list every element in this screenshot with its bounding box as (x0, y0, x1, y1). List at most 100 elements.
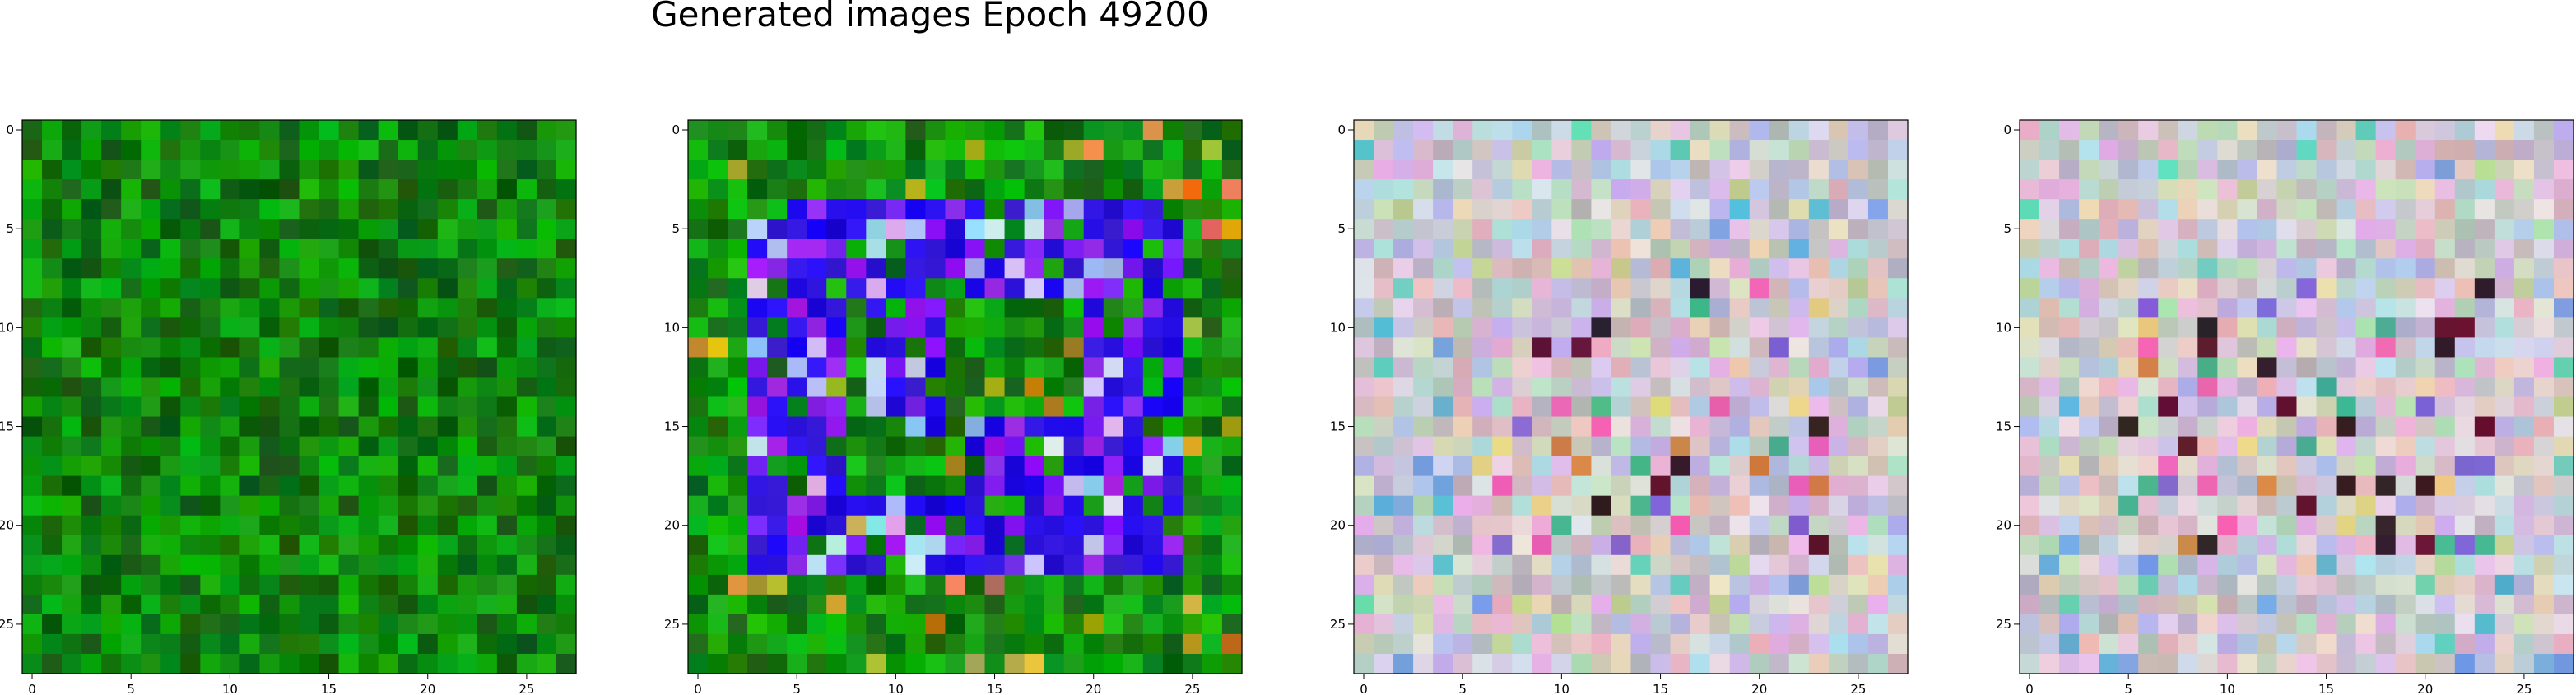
y-tick-label: 0 (2003, 123, 2011, 137)
pixel-cell (2415, 298, 2436, 318)
pixel-cell (1769, 219, 1790, 239)
pixel-cell (1453, 456, 1473, 477)
pixel-cell (1670, 317, 1691, 338)
pixel-cell (1354, 475, 1374, 497)
pixel-cell (437, 377, 458, 398)
pixel-cell (1162, 160, 1183, 180)
pixel-cell (22, 535, 43, 556)
pixel-cell (2375, 515, 2397, 536)
pixel-cell (2178, 199, 2198, 220)
pixel-cell (2257, 653, 2278, 674)
pixel-cell (239, 239, 261, 259)
pixel-cell (1123, 298, 1144, 318)
pixel-cell (866, 219, 886, 239)
pixel-cell (728, 535, 748, 556)
pixel-cell (180, 475, 201, 497)
pixel-cell (1532, 594, 1552, 615)
pixel-cell (437, 239, 458, 259)
pixel-cell (2434, 219, 2456, 239)
pixel-cell (1182, 614, 1203, 635)
pixel-cell (1063, 317, 1085, 338)
pixel-cell (1729, 436, 1751, 457)
x-tick-label: 15 (1653, 682, 1668, 695)
pixel-cell (319, 258, 340, 279)
pixel-cell (2020, 396, 2040, 418)
pixel-cell (1867, 554, 1889, 576)
pixel-cell (398, 160, 419, 180)
pixel-cell (141, 317, 161, 338)
pixel-cell (1472, 219, 1493, 239)
pixel-cell (826, 594, 847, 615)
pixel-cell (2474, 416, 2495, 438)
pixel-cell (708, 633, 728, 655)
pixel-cell (1591, 239, 1612, 259)
pixel-cell (1591, 179, 1612, 200)
pixel-cell (2257, 357, 2278, 378)
pixel-cell (2494, 179, 2515, 200)
pixel-cell (2395, 278, 2416, 299)
pixel-cell (2138, 239, 2159, 259)
pixel-cell (1063, 239, 1085, 259)
pixel-cell (1512, 199, 1532, 220)
y-tick-label: 10 (1330, 320, 1346, 335)
pixel-cell (417, 396, 439, 418)
pixel-cell (200, 574, 221, 595)
pixel-cell (180, 377, 201, 398)
pixel-cell (2553, 357, 2574, 378)
pixel-cell (1083, 614, 1104, 635)
pixel-cell (338, 515, 360, 536)
pixel-cell (1670, 515, 1691, 536)
pixel-cell (984, 535, 1006, 556)
pixel-cell (767, 456, 788, 477)
y-tick-label: 20 (664, 518, 680, 533)
pixel-cell (1670, 278, 1691, 299)
pixel-cell (1670, 416, 1691, 438)
pixel-cell (2415, 337, 2436, 359)
pixel-cell (1103, 614, 1124, 635)
pixel-cell (2513, 554, 2535, 576)
pixel-cell (1650, 535, 1672, 556)
pixel-cell (2336, 653, 2357, 674)
pixel-cell (1004, 614, 1025, 635)
pixel-cell (728, 396, 748, 418)
x-tick-label: 15 (987, 682, 1002, 695)
y-tick-label: 20 (0, 518, 14, 533)
pixel-cell (338, 436, 360, 457)
pixel-cell (2237, 653, 2258, 674)
pixel-cell (2296, 199, 2318, 220)
pixel-cell (299, 140, 320, 160)
pixel-cell (728, 594, 748, 615)
pixel-cell (2059, 574, 2080, 595)
x-tick-label: 10 (222, 682, 238, 695)
pixel-cell (2494, 120, 2515, 141)
pixel-cell (807, 219, 827, 239)
pixel-cell (984, 396, 1006, 418)
pixel-cell (1413, 594, 1434, 615)
pixel-cell (2296, 160, 2318, 180)
pixel-cell (886, 219, 906, 239)
pixel-cell (1492, 239, 1513, 259)
pixel-cell (1650, 554, 1672, 576)
pixel-cell (846, 594, 867, 615)
pixel-cell (2355, 357, 2377, 378)
pixel-cell (437, 495, 458, 517)
pixel-cell (2257, 160, 2278, 180)
pixel-cell (1769, 535, 1790, 556)
pixel-cell (1393, 535, 1414, 556)
pixel-cell (1551, 633, 1572, 655)
pixel-cell (826, 436, 847, 457)
pixel-cell (1083, 179, 1104, 200)
pixel-cell (398, 278, 419, 299)
pixel-cell (417, 554, 439, 576)
pixel-cell (2217, 495, 2238, 517)
pixel-cell (1063, 337, 1085, 359)
pixel-cell (1202, 278, 1223, 299)
pixel-cell (2336, 377, 2357, 398)
pixel-cell (1611, 535, 1632, 556)
pixel-cell (220, 436, 240, 457)
pixel-cell (1709, 357, 1731, 378)
pixel-cell (220, 357, 240, 378)
pixel-cell (1202, 298, 1223, 318)
pixel-cell (299, 120, 320, 141)
